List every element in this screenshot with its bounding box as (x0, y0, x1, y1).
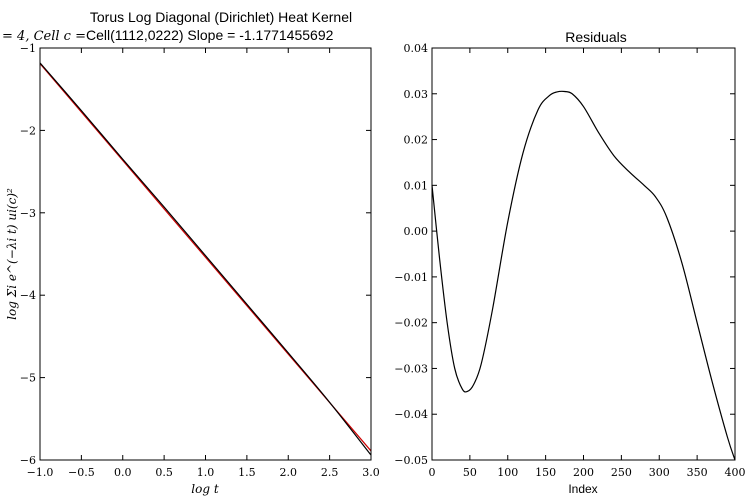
left-y-tick-label: −1 (20, 42, 36, 55)
right-y-tick-label: 0.01 (404, 179, 429, 192)
right-x-axis-label: Index (568, 482, 597, 496)
right-x-tick-label: 50 (463, 466, 477, 479)
left-chart: −1.0 −0.5 0.0 0.5 1.0 1.5 2.0 2.5 3.0 −6 −5 −4 −3 −2 −… (5, 42, 380, 496)
right-chart-title: Residuals (565, 29, 626, 45)
left-x-tick-label: 3.0 (362, 466, 380, 479)
right-y-tick-label: 0.04 (404, 42, 429, 55)
left-y-tick-label: −2 (20, 124, 36, 137)
right-y-tick-label: −0.05 (394, 454, 428, 467)
right-x-tick-label: 200 (573, 466, 594, 479)
left-y-tick-label: −5 (20, 372, 36, 385)
right-chart: Residuals 0 50 100 150 200 250 300 350 400 −0.05 −… (394, 29, 745, 496)
figure-title-text: Cell(1112,0222) Slope = -1.1771455692 (86, 27, 334, 43)
left-x-tick-label: −1.0 (27, 466, 54, 479)
left-x-axis-label: log t (191, 482, 219, 496)
left-x-tick-label: 1.0 (197, 466, 215, 479)
right-plot-area (431, 90, 736, 461)
left-x-tick-label: 2.0 (280, 466, 298, 479)
left-x-tick-label: 2.5 (321, 466, 339, 479)
right-axes-frame (431, 47, 736, 461)
left-y-axis-label: log Σi e^(−λi t) ui(c)² (5, 188, 19, 320)
figure-title-line1: Torus Log Diagonal (Dirichlet) Heat Kern… (90, 9, 352, 25)
left-plot-area (39, 62, 372, 456)
right-y-tick-label: −0.03 (394, 362, 428, 375)
right-y-tick-label: 0.03 (404, 88, 429, 101)
right-x-tick-label: 350 (687, 466, 708, 479)
right-y-tick-label: −0.04 (394, 408, 428, 421)
left-ticks: −1.0 −0.5 0.0 0.5 1.0 1.5 2.0 2.5 3.0 −6 −5 −4 −3 −2 −… (20, 42, 380, 479)
right-x-tick-label: 0 (429, 466, 436, 479)
left-y-tick-label: −6 (20, 454, 36, 467)
right-x-tick-label: 300 (649, 466, 670, 479)
right-y-tick-label: 0.02 (404, 134, 429, 147)
right-y-tick-label: −0.01 (394, 271, 428, 284)
right-x-tick-label: 150 (535, 466, 556, 479)
right-x-tick-label: 250 (611, 466, 632, 479)
left-y-tick-label: −3 (20, 207, 36, 220)
left-x-tick-label: 0.0 (114, 466, 132, 479)
right-y-tick-label: 0.00 (404, 225, 429, 238)
left-y-tick-label: −4 (20, 289, 36, 302)
right-y-tick-label: −0.02 (394, 317, 428, 330)
left-series-line-1 (39, 62, 372, 456)
left-axes-frame (39, 47, 372, 461)
right-x-tick-label: 100 (497, 466, 518, 479)
figure-title-math: M = 4, Cell c = (0, 29, 86, 44)
right-series-line-0 (431, 90, 736, 461)
left-x-tick-label: 1.5 (238, 466, 256, 479)
left-x-tick-label: −0.5 (68, 466, 95, 479)
left-x-tick-label: 0.5 (155, 466, 173, 479)
right-ticks: 0 50 100 150 200 250 300 350 400 −0.05 −0.04 −0.03 −… (394, 42, 745, 479)
right-x-tick-label: 400 (725, 466, 746, 479)
